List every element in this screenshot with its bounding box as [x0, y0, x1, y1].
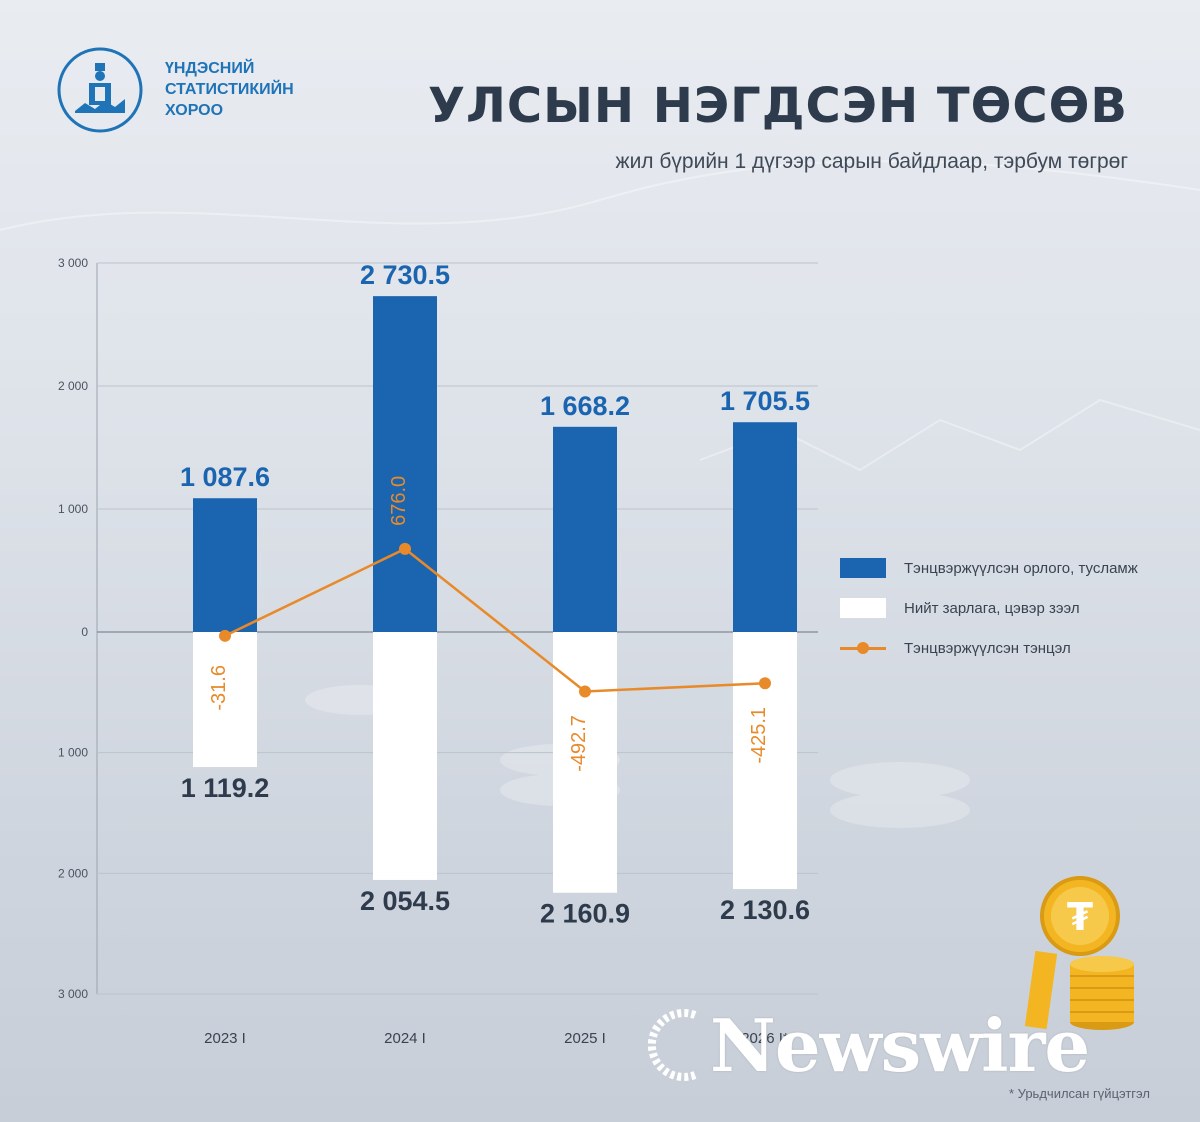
x-tick-label: 2023 I — [204, 1030, 246, 1047]
legend-label-expense: Нийт зарлага, цэвэр зээл — [904, 599, 1080, 617]
y-tick-label: 2 000 — [58, 379, 88, 393]
legend-swatch-expense — [840, 598, 886, 618]
organization-name: ҮНДЭСНИЙ СТАТИСТИКИЙН ХОРОО — [165, 58, 294, 121]
footnote: * Урьдчилсан гүйцэтгэл — [1008, 1086, 1150, 1101]
bar-income — [733, 422, 797, 632]
data-label-balance: -425.1 — [748, 707, 770, 764]
balance-line — [224, 547, 766, 693]
data-label-balance: -492.7 — [568, 715, 590, 772]
org-name-line2: СТАТИСТИКИЙН — [165, 81, 294, 98]
data-label-expense: 1 119.2 — [181, 773, 270, 803]
watermark-icon — [647, 1009, 697, 1081]
y-tick-label: 3 000 — [58, 256, 88, 270]
data-label-income: 2 730.5 — [360, 260, 450, 290]
x-tick-label: 2024 I — [384, 1030, 426, 1047]
coin-stack-icon: ₮ — [1024, 876, 1134, 1030]
org-name-line3: ХОРОО — [165, 102, 224, 119]
y-tick-label: 2 000 — [58, 866, 88, 880]
data-label-expense: 2 130.6 — [720, 895, 810, 925]
legend-line-balance — [840, 638, 886, 658]
bar-income — [373, 296, 437, 632]
x-tick-label: 2026 I* — [741, 1030, 789, 1047]
chart-title: УЛСЫН НЭГДСЭН ТӨСӨВ — [428, 78, 1128, 134]
chart-subtitle: жил бүрийн 1 дүгээр сарын байдлаар, тэрб… — [615, 150, 1128, 173]
y-tick-label: 3 000 — [58, 987, 88, 1001]
bar-income — [193, 498, 257, 632]
legend-label-balance: Тэнцвэржүүлсэн тэнцэл — [904, 639, 1071, 657]
data-label-expense: 2 160.9 — [540, 899, 630, 929]
balance-point — [219, 629, 231, 642]
legend-item-income: Тэнцвэржүүлсэн орлого, тусламж — [840, 548, 1138, 588]
balance-point — [579, 685, 591, 698]
balance-point — [759, 677, 771, 690]
legend-label-income: Тэнцвэржүүлсэн орлого, тусламж — [904, 559, 1138, 577]
watermark: Newswire — [640, 1000, 1140, 1090]
org-name-line1: ҮНДЭСНИЙ — [165, 60, 255, 77]
balance-point — [399, 542, 411, 555]
bar-expense — [193, 632, 257, 768]
bar-income — [553, 426, 617, 632]
bar-expense — [373, 632, 437, 880]
data-label-income: 1 668.2 — [540, 391, 630, 421]
legend-swatch-income — [840, 558, 886, 578]
data-label-income: 1 705.5 — [720, 386, 810, 416]
chart-legend: Тэнцвэржүүлсэн орлого, тусламж Нийт зарл… — [840, 548, 1138, 668]
bar-expense — [733, 632, 797, 890]
y-tick-label: 0 — [81, 625, 88, 639]
y-tick-label: 1 000 — [58, 502, 88, 516]
data-label-income: 1 087.6 — [180, 462, 270, 492]
data-label-balance: 676.0 — [388, 476, 410, 526]
legend-item-expense: Нийт зарлага, цэвэр зээл — [840, 588, 1138, 628]
y-tick-label: 1 000 — [58, 746, 88, 760]
svg-text:₮: ₮ — [1067, 895, 1093, 939]
x-tick-label: 2025 I — [564, 1030, 606, 1047]
legend-item-balance: Тэнцвэржүүлсэн тэнцэл — [840, 628, 1138, 668]
data-label-balance: -31.6 — [208, 665, 230, 711]
watermark-text: Newswire — [710, 1002, 1090, 1088]
data-label-expense: 2 054.5 — [360, 886, 450, 916]
nso-logo — [57, 47, 143, 133]
